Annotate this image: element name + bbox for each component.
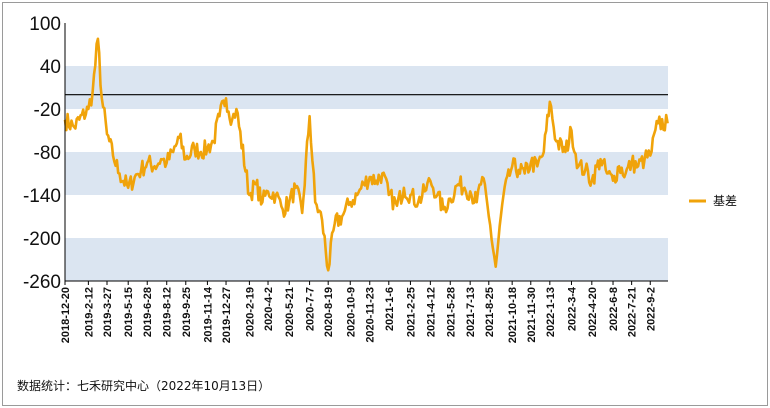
x-tick-label: 2021-4-12 xyxy=(425,287,437,337)
x-tick-label: 2020-2-19 xyxy=(244,287,256,337)
x-tick-label: 2019-9-25 xyxy=(181,287,193,337)
x-tick-label: 2022-4-20 xyxy=(587,287,599,337)
x-tick-label: 2022-6-8 xyxy=(608,287,620,331)
y-tick-label: 100 xyxy=(29,14,61,35)
x-tick-label: 2022-9-2 xyxy=(645,287,657,331)
x-tick-label: 2021-2-25 xyxy=(405,287,417,337)
legend: 基差 xyxy=(689,194,737,208)
x-tick-label: 2020-7-7 xyxy=(305,287,317,331)
x-tick-label: 2021-11-30 xyxy=(526,287,538,343)
x-tick-label: 2022-3-4 xyxy=(566,286,578,331)
x-tick-label: 2019-12-27 xyxy=(221,287,233,343)
y-tick-label: -260 xyxy=(23,272,61,293)
band-0 xyxy=(65,66,668,109)
x-tick-label: 2020-4-2 xyxy=(263,287,275,331)
x-tick-label: 2019-11-14 xyxy=(202,286,214,343)
y-tick-label: -80 xyxy=(34,143,61,164)
x-tick-label: 2019-6-28 xyxy=(142,287,154,337)
x-tick-label: 2018-12-20 xyxy=(60,287,72,343)
x-tick-label: 2021-10-18 xyxy=(507,287,519,343)
x-tick-label: 2021-7-13 xyxy=(465,287,477,337)
x-tick-label: 2019-8-12 xyxy=(162,287,174,337)
x-tick-label: 2021-5-28 xyxy=(445,287,457,337)
x-tick-label: 2019-5-15 xyxy=(123,287,135,337)
x-tick-label: 2022-1-13 xyxy=(545,287,557,337)
x-tick-label: 2020-5-21 xyxy=(284,287,296,337)
y-tick-label: 40 xyxy=(40,57,61,78)
y-tick-label: -140 xyxy=(23,186,61,207)
y-axis: 100 40 -20 -80 -140 -200 -260 xyxy=(23,14,66,293)
x-tick-label: 2020-8-19 xyxy=(323,287,335,337)
x-tick-label: 2020-11-23 xyxy=(365,287,377,343)
y-tick-label: -200 xyxy=(23,229,61,250)
basis-line-chart: 100 40 -20 -80 -140 -200 -260 2018-12-20 2019-2… xyxy=(23,14,737,343)
y-tick-label: -20 xyxy=(34,100,61,121)
background-bands xyxy=(65,66,668,281)
band-2 xyxy=(65,238,668,281)
legend-label: 基差 xyxy=(713,194,737,208)
x-tick-label: 2020-10-9 xyxy=(345,287,357,337)
x-tick-label: 2021-8-25 xyxy=(484,287,496,337)
source-note: 数据统计：七禾研究中心（2022年10月13日） xyxy=(17,379,271,393)
x-tick-label: 2019-3-27 xyxy=(102,287,114,337)
x-tick-label: 2019-2-12 xyxy=(83,287,95,337)
x-tick-label: 2021-1-6 xyxy=(384,287,396,331)
series-line-basis xyxy=(63,37,669,272)
x-axis: 2018-12-20 2019-2-12 2019-3-27 2019-5-15 201… xyxy=(60,280,668,343)
x-tick-label: 2022-7-21 xyxy=(627,287,639,337)
